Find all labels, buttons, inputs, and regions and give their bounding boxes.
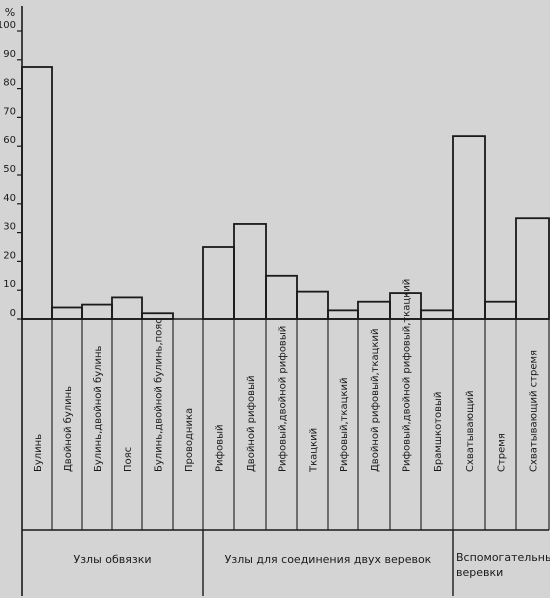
- group-label: Узлы обвязки: [73, 553, 151, 566]
- category-label: Двойной булинь: [63, 386, 74, 472]
- category-label: Схватывающий: [465, 391, 476, 473]
- y-tick-label: 0: [10, 308, 16, 319]
- y-tick-label: 50: [3, 164, 16, 175]
- y-tick-label: 40: [3, 193, 16, 204]
- category-label: Стремя: [497, 433, 508, 472]
- group-label: Вспомогательные веревки: [456, 551, 550, 579]
- y-axis-unit-label: %: [5, 6, 15, 19]
- groups-layer: Узлы обвязки Узлы для соединения двух вер…: [22, 529, 550, 596]
- group-label: Узлы для соединения двух веревок: [225, 553, 432, 566]
- bar: [141, 312, 174, 320]
- axis-layer: % 0 10 20 30 40 50 60 70 80 90 100: [0, 6, 550, 596]
- bar: [327, 309, 359, 320]
- category-label: Рифовый: [215, 425, 226, 473]
- bar: [21, 66, 53, 320]
- y-tick-label: 100: [0, 20, 16, 31]
- category-label: Булинь: [33, 434, 44, 472]
- bar: [111, 296, 143, 320]
- bar: [202, 246, 235, 320]
- category-label: Двойной рифовый,ткацкий: [370, 329, 381, 472]
- bar: [484, 300, 517, 320]
- category-label: Рифовый,ткацкий: [339, 377, 350, 472]
- bar: [452, 135, 486, 320]
- bar: [81, 303, 113, 320]
- category-label: Проводника: [184, 408, 195, 472]
- category-label: Булинь,двойной булинь: [93, 345, 104, 472]
- bar: [389, 292, 422, 320]
- category-label: Булинь,двойной булинь,пояс: [154, 318, 165, 472]
- category-label: Рифовый,двойной рифовый,ткацкий: [402, 279, 413, 472]
- y-tick-label: 30: [3, 222, 16, 233]
- category-label: Рифовый,двойной рифовый: [278, 326, 289, 472]
- bar: [357, 300, 391, 320]
- category-label: Пояс: [123, 447, 134, 472]
- bar: [233, 223, 267, 320]
- bar: [51, 306, 83, 320]
- y-tick-label: 80: [3, 78, 16, 89]
- y-tick-label: 20: [3, 250, 16, 261]
- y-tick-label: 70: [3, 106, 16, 117]
- y-tick-label: 10: [3, 279, 16, 290]
- bar: [515, 217, 550, 320]
- bar: [296, 290, 329, 320]
- bars-layer: [21, 66, 550, 320]
- category-label: Двойной рифовый: [246, 376, 257, 472]
- y-tick-label: 60: [3, 135, 16, 146]
- y-tick-label: 90: [3, 49, 16, 60]
- category-label: Схватывающий стремя: [529, 350, 540, 472]
- bar: [420, 309, 454, 320]
- bar: [265, 274, 298, 320]
- labels-layer: Булинь Двойной булинь Булинь,двойной булин…: [33, 279, 540, 473]
- category-label: Ткацкий: [309, 428, 320, 473]
- category-label: Брамшкотовый: [433, 392, 444, 472]
